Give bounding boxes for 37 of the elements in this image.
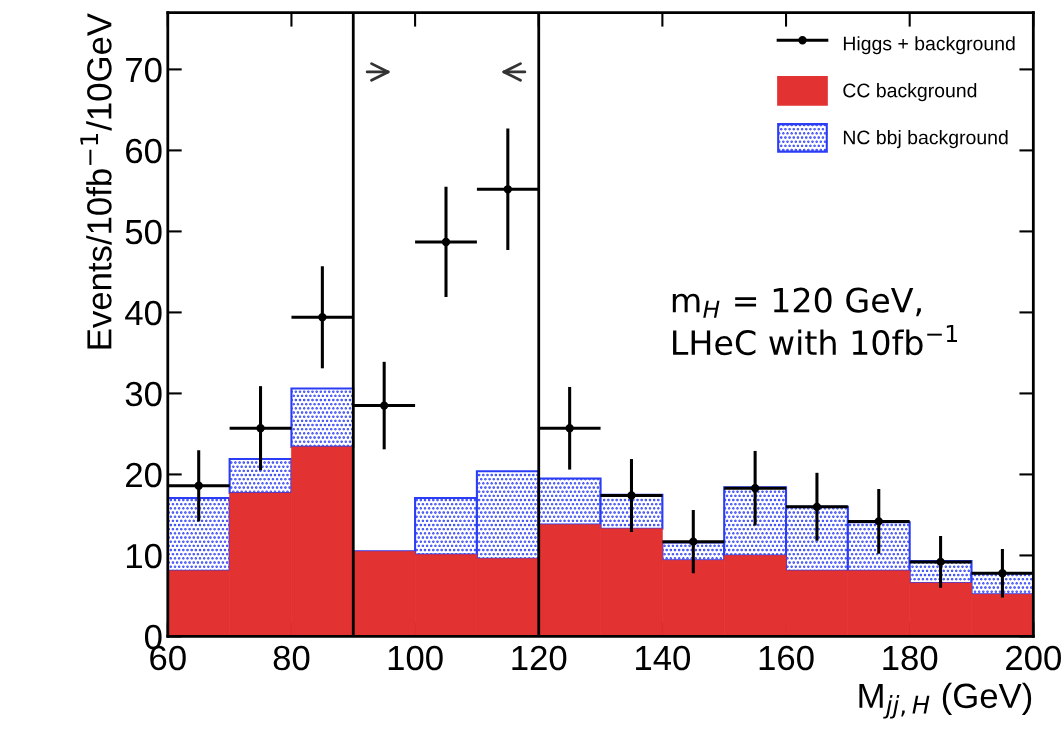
x-tick-label: 180	[883, 645, 938, 671]
point	[565, 424, 574, 433]
y-tick-label: 30	[125, 381, 162, 407]
point	[812, 502, 822, 512]
bar	[228, 458, 293, 495]
y-tick-label: 20	[126, 462, 162, 488]
point	[998, 569, 1007, 578]
y-axis-title: Events/10fb$^{−1}$/10GeV	[80, 13, 112, 349]
point	[256, 424, 265, 433]
point	[689, 537, 698, 546]
point	[936, 557, 945, 567]
y-tick-label: 70	[126, 57, 162, 83]
point	[750, 484, 760, 493]
legend-label: CC background	[843, 83, 977, 102]
x-tick-label: 160	[759, 645, 814, 671]
point	[503, 185, 512, 194]
x-tick-label: 80	[273, 645, 310, 671]
point	[380, 401, 389, 410]
y-tick-label: 40	[125, 300, 162, 326]
x-axis-title: M$_{jj,H}$ (GeV)	[859, 682, 1032, 719]
point	[194, 481, 203, 490]
bar	[167, 496, 231, 572]
point	[627, 491, 636, 500]
bar	[290, 387, 355, 448]
x-tick-label: 140	[636, 645, 690, 671]
point	[874, 517, 883, 526]
legend-label: NC bbj background	[843, 130, 1008, 149]
y-tick-label: 10	[126, 543, 162, 569]
x-tick-label: 120	[512, 645, 567, 671]
point	[318, 313, 327, 322]
x-tick-label: 200	[1006, 645, 1061, 671]
legend-label: Higgs + background	[843, 36, 1015, 55]
y-tick-label: 50	[125, 219, 162, 245]
point	[441, 237, 451, 247]
y-tick-label: 60	[126, 138, 162, 164]
x-tick-label: 100	[388, 645, 443, 671]
annotation: m$_{H}$ = 120 GeV, LHeC with 10fb$^{−1}$	[672, 287, 957, 356]
